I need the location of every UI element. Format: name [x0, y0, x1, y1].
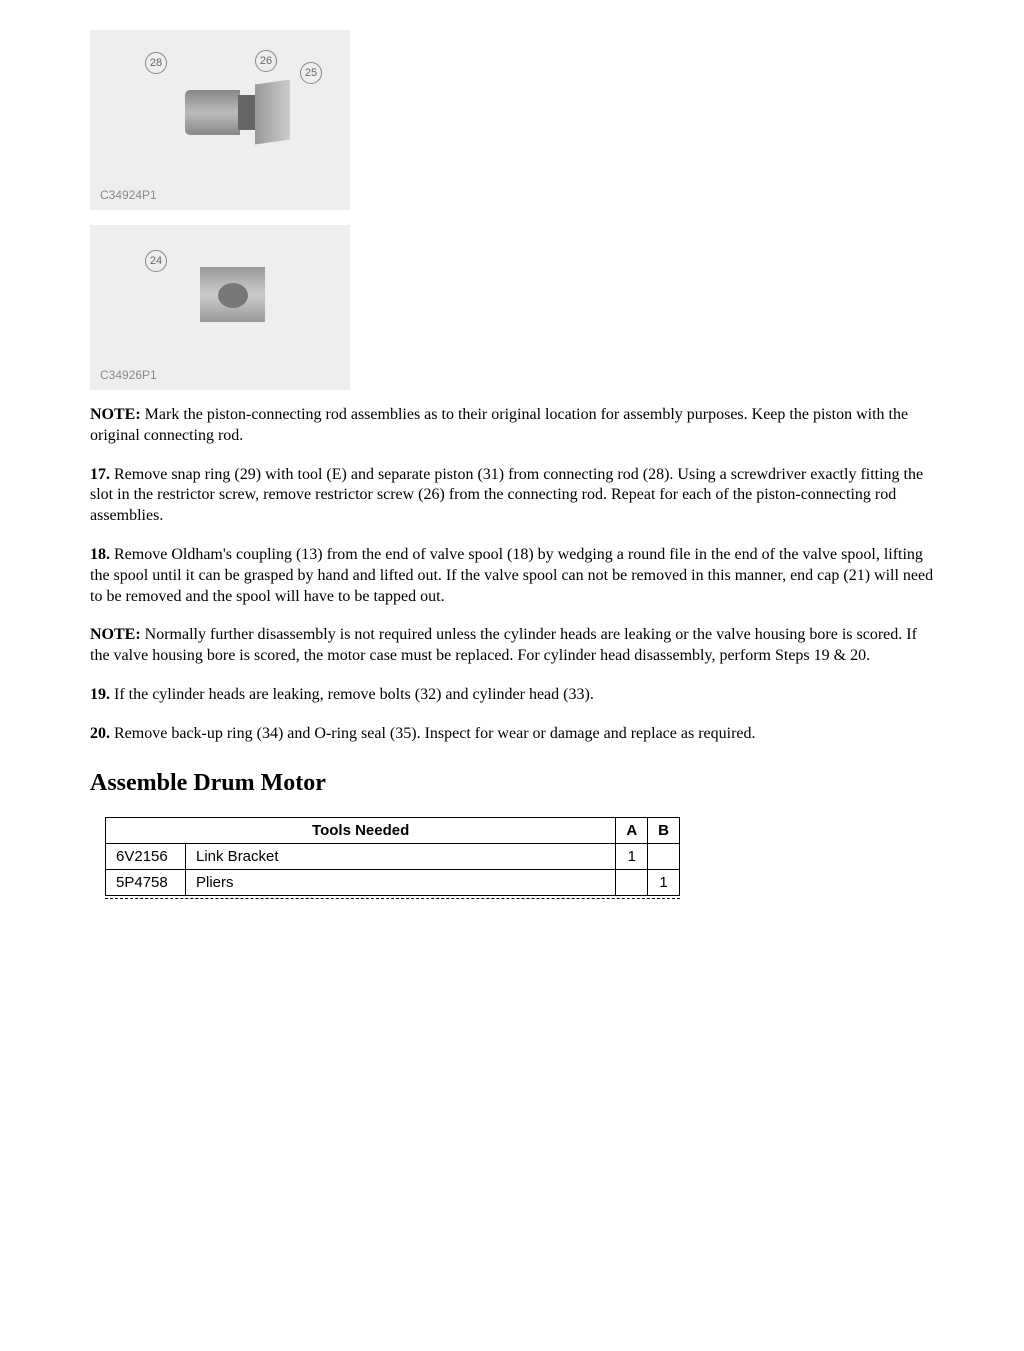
table-header-row: Tools Needed A B [106, 817, 680, 843]
coupling-inner-shape [218, 283, 248, 308]
note-1-text: Mark the piston-connecting rod assemblie… [90, 406, 908, 444]
step-17: 17. Remove snap ring (29) with tool (E) … [90, 465, 934, 527]
piston-body-shape [185, 90, 240, 135]
note-2: NOTE: Normally further disassembly is no… [90, 625, 934, 667]
callout-25: 25 [300, 62, 322, 84]
step-20-text: Remove back-up ring (34) and O-ring seal… [110, 725, 756, 742]
step-18: 18. Remove Oldham's coupling (13) from t… [90, 545, 934, 607]
header-tools-needed: Tools Needed [106, 817, 616, 843]
figure-coupling: 24 C34926P1 [90, 225, 350, 390]
table-row: 5P4758 Pliers 1 [106, 869, 680, 895]
step-20-label: 20. [90, 725, 110, 742]
note-2-label: NOTE: [90, 626, 141, 643]
step-17-text: Remove snap ring (29) with tool (E) and … [90, 466, 923, 525]
step-19-text: If the cylinder heads are leaking, remov… [110, 686, 594, 703]
header-col-b: B [648, 817, 680, 843]
cell-a-1: 1 [616, 843, 648, 869]
note-1-label: NOTE: [90, 406, 141, 423]
step-19-label: 19. [90, 686, 110, 703]
callout-26: 26 [255, 50, 277, 72]
callout-28: 28 [145, 52, 167, 74]
cell-b-1 [648, 843, 680, 869]
header-col-a: A [616, 817, 648, 843]
note-1: NOTE: Mark the piston-connecting rod ass… [90, 405, 934, 447]
cell-desc-1: Link Bracket [186, 843, 616, 869]
step-17-label: 17. [90, 466, 110, 483]
step-18-text: Remove Oldham's coupling (13) from the e… [90, 546, 933, 605]
table-row: 6V2156 Link Bracket 1 [106, 843, 680, 869]
callout-24: 24 [145, 250, 167, 272]
piston-plate-shape [255, 80, 290, 145]
step-19: 19. If the cylinder heads are leaking, r… [90, 685, 934, 706]
note-2-text: Normally further disassembly is not requ… [90, 626, 917, 664]
figure-label-1: C34924P1 [100, 188, 157, 202]
cell-a-2 [616, 869, 648, 895]
cell-code-2: 5P4758 [106, 869, 186, 895]
step-20: 20. Remove back-up ring (34) and O-ring … [90, 724, 934, 745]
cell-desc-2: Pliers [186, 869, 616, 895]
cell-b-2: 1 [648, 869, 680, 895]
section-heading: Assemble Drum Motor [90, 770, 934, 797]
table-bottom-border [105, 898, 680, 899]
figure-label-2: C34926P1 [100, 368, 157, 382]
figure-piston-assembly: 28 26 25 C34924P1 [90, 30, 350, 210]
step-18-label: 18. [90, 546, 110, 563]
tools-needed-table: Tools Needed A B 6V2156 Link Bracket 1 5… [105, 817, 680, 896]
cell-code-1: 6V2156 [106, 843, 186, 869]
